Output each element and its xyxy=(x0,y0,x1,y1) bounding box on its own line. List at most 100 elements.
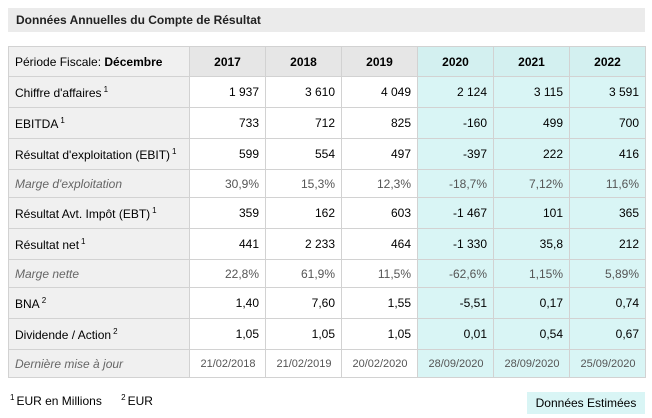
value-cell: 464 xyxy=(341,228,418,260)
value-cell-estimated: 2 124 xyxy=(417,76,494,108)
value-cell: 7,60 xyxy=(265,287,342,319)
value-cell-estimated: 3 115 xyxy=(493,76,570,108)
table-row: Dividende / Action 2 1,05 1,05 1,05 0,01 0,54 0… xyxy=(8,318,646,350)
footnote-1: 1 EUR en Millions xyxy=(10,393,102,408)
footnotes: 1 EUR en Millions 2 EUR xyxy=(10,393,153,408)
value-cell-estimated: -397 xyxy=(417,138,494,170)
row-label: Résultat d'exploitation (EBIT) 1 xyxy=(8,138,190,170)
table-row: Résultat Avt. Impôt (EBT) 1 359 162 603 -1 46… xyxy=(8,197,646,229)
value-cell: 3 610 xyxy=(265,76,342,108)
fiscal-period-header: Période Fiscale: Décembre xyxy=(8,46,190,77)
row-label-text: EBITDA xyxy=(15,116,59,131)
value-cell-estimated: 101 xyxy=(493,197,570,229)
table-row: Résultat d'exploitation (EBIT) 1 599 554 497… xyxy=(8,138,646,170)
footnote-marker: 1 xyxy=(103,84,109,94)
year-header-estimated: 2021 xyxy=(493,46,570,77)
footnote-marker: 2 xyxy=(41,295,47,305)
value-cell: 21/02/2018 xyxy=(189,349,266,378)
section-title: Données Annuelles du Compte de Résultat xyxy=(8,8,645,32)
value-cell-estimated: 365 xyxy=(569,197,646,229)
value-cell-estimated: -1 330 xyxy=(417,228,494,260)
value-cell: 4 049 xyxy=(341,76,418,108)
value-cell: 1,05 xyxy=(265,318,342,350)
row-label-text: BNA xyxy=(15,296,40,311)
footnote-marker: 1 xyxy=(81,236,86,246)
table-row: Marge nette 22,8% 61,9% 11,5% -62,6% 1,15% 5,8… xyxy=(8,259,646,288)
value-cell-estimated: 212 xyxy=(569,228,646,260)
value-cell-estimated: 35,8 xyxy=(493,228,570,260)
value-cell: 30,9% xyxy=(189,169,266,198)
header-row: Période Fiscale: Décembre 2017 2018 2019… xyxy=(8,46,646,77)
table-body: Chiffre d'affaires 1 1 937 3 610 4 049 2 124 3… xyxy=(8,76,646,378)
row-label: Résultat Avt. Impôt (EBT) 1 xyxy=(8,197,190,229)
value-cell: 12,3% xyxy=(341,169,418,198)
value-cell-estimated: -1 467 xyxy=(417,197,494,229)
value-cell: 1,55 xyxy=(341,287,418,319)
value-cell: 603 xyxy=(341,197,418,229)
footnote-marker: 1 xyxy=(60,115,65,125)
year-header: 2019 xyxy=(341,46,418,77)
value-cell-estimated: 7,12% xyxy=(493,169,570,198)
row-label: BNA 2 xyxy=(8,287,190,319)
row-label-text: Marge nette xyxy=(15,266,80,281)
value-cell-estimated: 0,01 xyxy=(417,318,494,350)
value-cell: 825 xyxy=(341,107,418,139)
row-label: Dernière mise à jour xyxy=(8,349,190,378)
row-label-text: Résultat net xyxy=(15,237,80,252)
value-cell: 21/02/2019 xyxy=(265,349,342,378)
value-cell: 441 xyxy=(189,228,266,260)
value-cell: 162 xyxy=(265,197,342,229)
value-cell: 712 xyxy=(265,107,342,139)
footnote-marker: 2 xyxy=(113,326,118,336)
value-cell-estimated: 222 xyxy=(493,138,570,170)
value-cell: 2 233 xyxy=(265,228,342,260)
table-row: Dernière mise à jour 21/02/2018 21/02/2019… xyxy=(8,349,646,378)
value-cell: 733 xyxy=(189,107,266,139)
value-cell-estimated: 3 591 xyxy=(569,76,646,108)
value-cell: 1,05 xyxy=(341,318,418,350)
table-row: BNA 2 1,40 7,60 1,55 -5,51 0,17 0,74 xyxy=(8,287,646,319)
value-cell: 554 xyxy=(265,138,342,170)
year-header: 2017 xyxy=(189,46,266,77)
row-label: EBITDA 1 xyxy=(8,107,190,139)
row-label-text: Résultat Avt. Impôt (EBT) xyxy=(15,206,151,221)
table-row: Marge d'exploitation 30,9% 15,3% 12,3% -18,7… xyxy=(8,169,646,198)
value-cell-estimated: 700 xyxy=(569,107,646,139)
row-label-text: Résultat d'exploitation (EBIT) xyxy=(15,147,171,162)
value-cell-estimated: -5,51 xyxy=(417,287,494,319)
year-header-estimated: 2020 xyxy=(417,46,494,77)
row-label: Marge nette xyxy=(8,259,190,288)
value-cell: 1,40 xyxy=(189,287,266,319)
value-cell-estimated: 28/09/2020 xyxy=(417,349,494,378)
value-cell: 61,9% xyxy=(265,259,342,288)
value-cell: 11,5% xyxy=(341,259,418,288)
row-label-text: Dividende / Action xyxy=(15,327,112,342)
income-statement-table: Période Fiscale: Décembre 2017 2018 2019… xyxy=(8,46,646,378)
row-label: Dividende / Action 2 xyxy=(8,318,190,350)
value-cell-estimated: 0,74 xyxy=(569,287,646,319)
row-label: Résultat net 1 xyxy=(8,228,190,260)
value-cell-estimated: 28/09/2020 xyxy=(493,349,570,378)
value-cell-estimated: -62,6% xyxy=(417,259,494,288)
value-cell-estimated: -18,7% xyxy=(417,169,494,198)
year-header-estimated: 2022 xyxy=(569,46,646,77)
estimates-legend: Données Estimées xyxy=(527,392,645,414)
value-cell: 22,8% xyxy=(189,259,266,288)
value-cell-estimated: 0,17 xyxy=(493,287,570,319)
value-cell-estimated: 1,15% xyxy=(493,259,570,288)
table-row: Résultat net 1 441 2 233 464 -1 330 35,8 212 xyxy=(8,228,646,260)
value-cell-estimated: 5,89% xyxy=(569,259,646,288)
value-cell: 15,3% xyxy=(265,169,342,198)
row-label-text: Marge d'exploitation xyxy=(15,176,123,191)
value-cell-estimated: 25/09/2020 xyxy=(569,349,646,378)
value-cell-estimated: 499 xyxy=(493,107,570,139)
value-cell-estimated: 416 xyxy=(569,138,646,170)
row-label-text: Chiffre d'affaires xyxy=(15,85,102,100)
value-cell-estimated: 0,54 xyxy=(493,318,570,350)
footnote-marker: 1 xyxy=(152,205,157,215)
row-label: Chiffre d'affaires 1 xyxy=(8,76,190,108)
value-cell: 359 xyxy=(189,197,266,229)
value-cell: 1,05 xyxy=(189,318,266,350)
value-cell-estimated: 11,6% xyxy=(569,169,646,198)
year-header: 2018 xyxy=(265,46,342,77)
